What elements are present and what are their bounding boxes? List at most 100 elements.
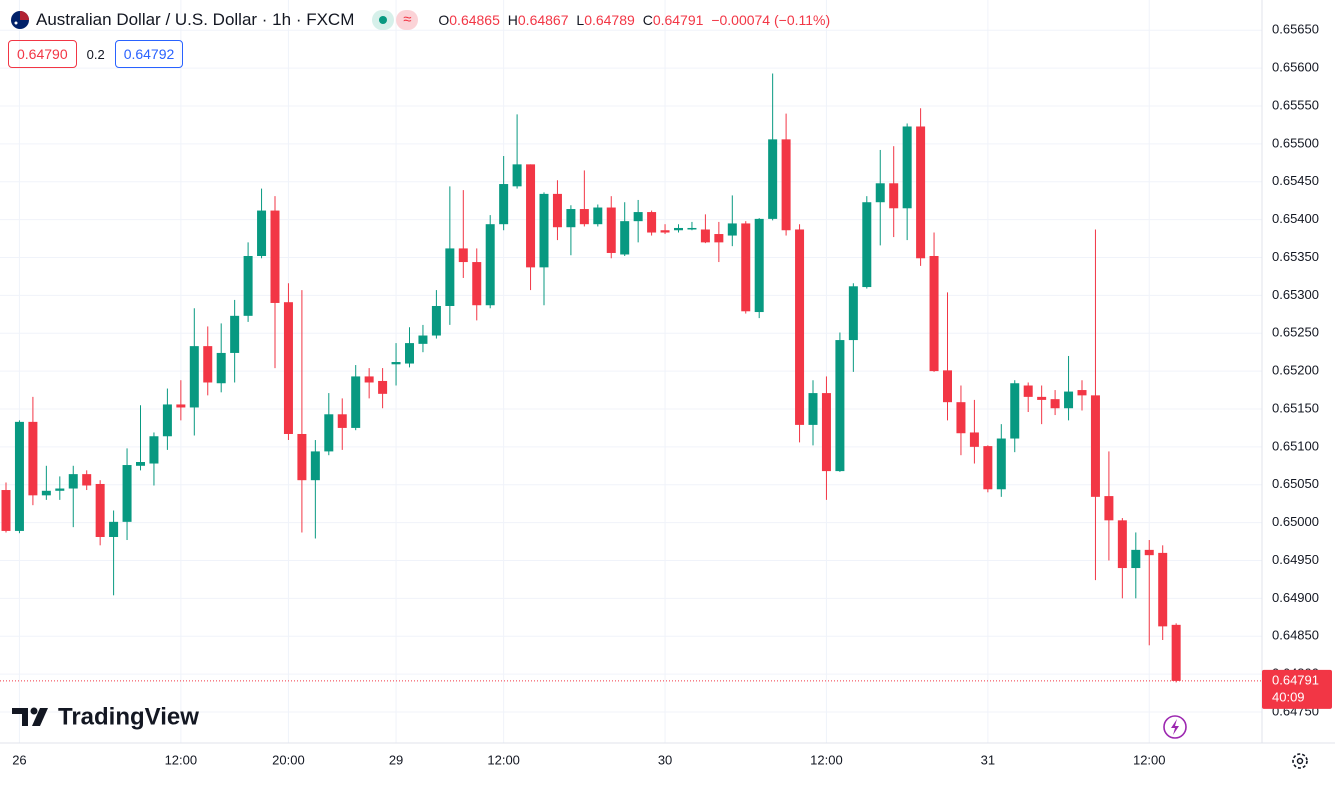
candle-body [835, 340, 845, 472]
candle-body [485, 224, 495, 306]
candle-body [431, 305, 441, 336]
candle-body [620, 221, 630, 255]
candle-body [875, 183, 885, 203]
y-tick-label: 0.65300 [1272, 287, 1319, 302]
candle-body [162, 404, 172, 437]
ask[interactable]: 0.64792 [114, 40, 184, 68]
candle-body [189, 346, 199, 408]
market-open-pill[interactable] [372, 10, 395, 30]
y-tick-label: 0.65050 [1272, 476, 1319, 491]
candle-body [956, 402, 966, 434]
x-tick-label: 12:00 [165, 752, 198, 767]
candle-body [943, 370, 952, 403]
y-tick-label: 0.65250 [1272, 325, 1319, 340]
ohlc-value: 0.64789 [584, 12, 635, 28]
x-tick-label: 12:00 [810, 752, 843, 767]
candle-body [727, 223, 737, 236]
candle-body [862, 202, 872, 288]
candle-body [526, 164, 536, 268]
y-tick-label: 0.64900 [1272, 590, 1319, 605]
candle-body [55, 488, 65, 491]
candle-body [795, 229, 805, 425]
x-tick-label: 12:00 [1133, 752, 1166, 767]
ohlc-label: C [642, 12, 653, 28]
candle-body [1090, 395, 1100, 497]
y-tick-label: 0.65350 [1272, 249, 1319, 264]
y-tick-label: 0.65600 [1272, 60, 1319, 75]
ohlc-value: 0.64791 [652, 12, 704, 28]
candle-body [257, 210, 267, 256]
candle-body [324, 414, 334, 452]
ohlc-label: L [576, 12, 585, 28]
x-tick-label: 26 [12, 752, 26, 767]
candle-body [552, 193, 562, 228]
logo: TradingView [12, 703, 199, 730]
candle-body [1064, 391, 1074, 409]
bid[interactable]: 0.64790 [8, 40, 77, 68]
last-price-box [1262, 669, 1332, 709]
candle-body [983, 446, 993, 490]
x-tick-label: 30 [658, 752, 672, 767]
settings-icon[interactable] [1292, 753, 1308, 769]
candle-body [579, 209, 589, 225]
candle-body [310, 451, 320, 481]
candle-body [606, 207, 616, 253]
change: −0.00074 (−0.11%) [711, 12, 831, 28]
spread: 0.2 [86, 46, 105, 62]
y-tick-label: 0.64950 [1272, 552, 1319, 567]
candle-body [297, 433, 307, 481]
candle-body [364, 376, 374, 383]
x-tick-label: 31 [981, 752, 995, 767]
candle-body [700, 229, 710, 243]
candle-body [512, 164, 522, 187]
candle-body [969, 432, 979, 447]
candle-body [848, 286, 858, 341]
candle-body [149, 436, 159, 464]
candle-body [687, 227, 697, 230]
y-tick-label: 0.65150 [1272, 400, 1319, 415]
candle-body [1117, 520, 1127, 569]
candle-body [916, 126, 926, 259]
candle-body [28, 421, 38, 496]
candle-body [1037, 396, 1047, 400]
candle-body [418, 335, 428, 344]
x-tick-label: 12:00 [487, 752, 520, 767]
grid [0, 0, 1262, 743]
candle-body [270, 210, 280, 303]
candle-body [714, 234, 724, 243]
candle-body [929, 255, 939, 372]
candle-body [1171, 624, 1181, 681]
candle-body [1010, 383, 1020, 439]
last-price-label: 0.64791 [1272, 672, 1319, 687]
y-tick-label: 0.65000 [1272, 514, 1319, 529]
y-tick-label: 0.65650 [1272, 22, 1319, 37]
candle-body [109, 521, 119, 537]
legend-header: Australian Dollar / U.S. Dollar · 1h · F… [10, 8, 834, 32]
candle-body [781, 139, 791, 231]
y-tick-label: 0.64850 [1272, 628, 1319, 643]
candle-body [391, 362, 401, 365]
candle-body [95, 483, 105, 537]
flag-icon [11, 11, 29, 29]
candle-body [405, 343, 414, 364]
candle-body [136, 462, 145, 466]
candle-body [122, 465, 132, 522]
candle-body [216, 352, 226, 384]
lightning-icon[interactable] [1163, 715, 1187, 739]
candle-body [593, 207, 603, 225]
candle-body [351, 376, 361, 428]
y-tick-label: 0.65400 [1272, 211, 1319, 226]
y-tick-label: 0.65200 [1272, 363, 1319, 378]
candle-body [82, 474, 92, 486]
candle-body [243, 255, 253, 316]
candle-body [902, 126, 912, 209]
watermark: TradingView [58, 703, 199, 730]
x-tick-label: 29 [389, 752, 403, 767]
candle-body [1077, 390, 1087, 396]
x-tick-label: 20:00 [272, 752, 305, 767]
candle-body [176, 404, 186, 408]
data-pill[interactable]: ≈ [396, 10, 419, 30]
candle-body [1131, 549, 1141, 569]
candle-body [378, 380, 388, 394]
candle-body [768, 139, 778, 219]
